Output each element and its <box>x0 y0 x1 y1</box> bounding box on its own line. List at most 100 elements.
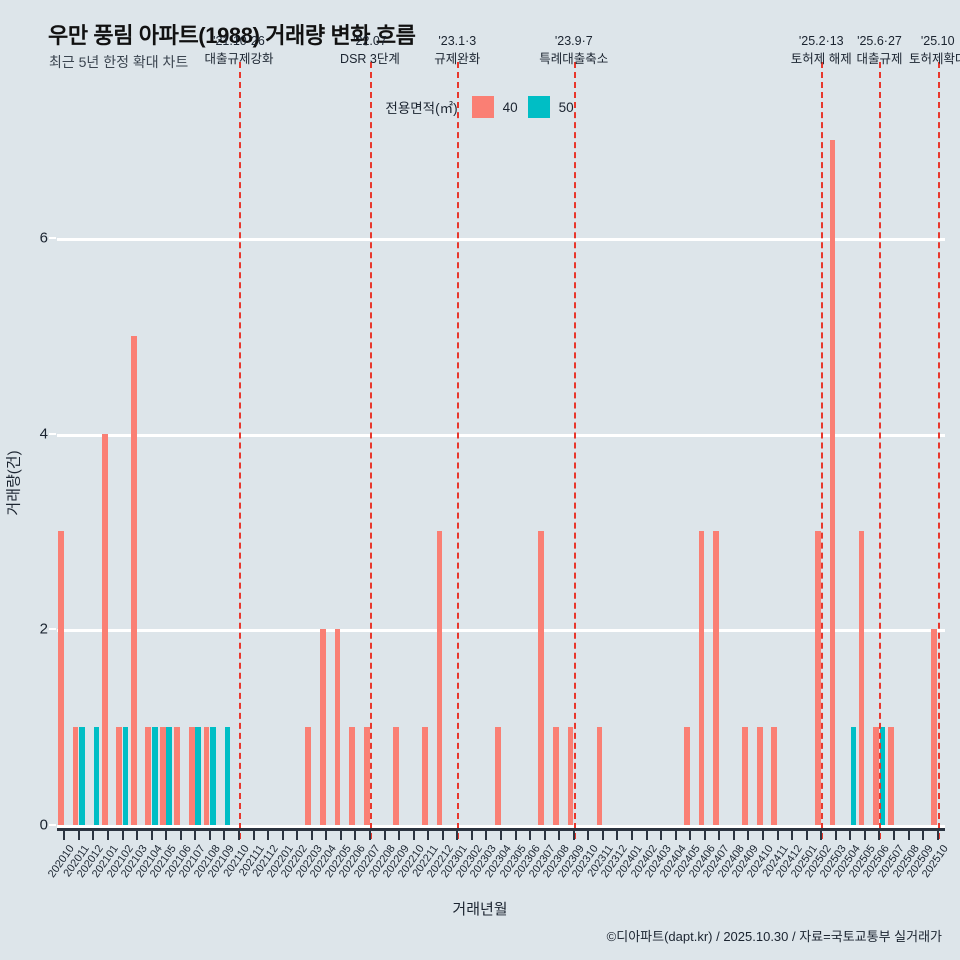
bar-202506-40 <box>873 727 880 825</box>
x-tick-mark <box>718 828 721 840</box>
bar-202203-40 <box>305 727 312 825</box>
x-tick-mark <box>732 828 735 840</box>
x-tick-mark <box>354 828 357 840</box>
legend-swatch-40 <box>471 96 494 118</box>
x-tick-mark <box>936 828 939 840</box>
x-tick-mark <box>805 828 808 840</box>
legend-swatch-50 <box>527 96 550 118</box>
gridline <box>57 629 945 633</box>
x-tick-mark <box>310 828 313 840</box>
x-tick-mark <box>383 828 386 840</box>
event-label-202110: '21.10·26 대출규제강화 <box>204 32 273 68</box>
x-tick-mark <box>674 828 677 840</box>
chart-legend: 전용면적(㎡) 40 50 <box>0 96 960 118</box>
x-tick-mark <box>339 828 342 840</box>
y-tick-label: 6 <box>39 229 48 247</box>
bar-202107-40 <box>189 727 195 825</box>
x-tick-mark <box>398 828 401 840</box>
event-date: '25.6·27 <box>857 34 902 48</box>
gridline <box>57 237 945 241</box>
bar-202406-40 <box>698 531 705 825</box>
x-tick-mark <box>456 828 459 840</box>
bar-202204-40 <box>320 629 326 825</box>
bar-202411-40 <box>771 727 778 825</box>
x-tick-mark <box>791 828 794 840</box>
bar-202108-40 <box>203 727 210 825</box>
gridline <box>57 433 945 437</box>
legend-label-50: 50 <box>558 99 574 115</box>
plot-area: 거래량(건) 0 2 4 6'21.10·26 대출규제강화 '22.07 DSR 3단계 '… <box>6 34 960 839</box>
x-tick-mark <box>106 828 109 840</box>
page-subtitle: 최근 5년 한정 확대 차트 <box>49 54 189 70</box>
x-tick-mark <box>893 828 896 840</box>
event-label-202502: '25.2·13 토허제 해제 <box>791 32 852 68</box>
bar-202102-50 <box>122 727 129 825</box>
event-label-202301: '23.1·3 규제완화 <box>434 32 480 68</box>
x-tick-mark <box>179 828 182 840</box>
y-tick-mark <box>49 236 56 239</box>
event-line-202301 <box>457 62 460 839</box>
bar-202410-40 <box>756 727 763 825</box>
x-tick-mark <box>645 828 648 840</box>
bar-202507-40 <box>887 727 894 825</box>
x-tick-mark <box>368 828 371 840</box>
x-tick-mark <box>150 828 153 840</box>
x-axis: 202010 202011 202012 202101 202102 202103 2021… <box>46 828 951 880</box>
x-tick-mark <box>194 828 197 840</box>
x-tick-mark <box>223 828 226 840</box>
y-tick-label: 0 <box>39 816 48 834</box>
x-tick-mark <box>922 828 925 840</box>
bar-202304-40 <box>494 727 501 825</box>
x-tick-mark <box>834 828 837 840</box>
bar-202107-50 <box>195 727 202 825</box>
x-tick-mark <box>470 828 473 840</box>
x-tick-mark <box>514 828 517 840</box>
bar-202011-50 <box>78 727 85 825</box>
bar-202510-40 <box>931 629 938 825</box>
bar-202102-40 <box>116 727 123 825</box>
event-line-202510 <box>937 62 940 839</box>
x-tick-mark <box>427 828 430 840</box>
bar-202212-40 <box>436 531 443 825</box>
bar-202105-40 <box>159 727 166 825</box>
x-tick-mark <box>762 828 765 840</box>
x-tick-mark <box>500 828 502 840</box>
x-tick-mark <box>252 828 255 840</box>
event-line-202502 <box>821 62 824 839</box>
event-name: 대출규제강화 <box>204 52 274 67</box>
x-tick-mark <box>776 828 779 840</box>
event-name: 토허제확대 <box>908 52 960 67</box>
bar-202109-50 <box>224 727 231 825</box>
bar-202103-40 <box>130 335 137 825</box>
bar-202104-40 <box>145 727 152 825</box>
event-line-202309 <box>573 62 576 839</box>
y-tick-mark <box>49 628 56 631</box>
event-label-202506: '25.6·27 대출규제 <box>856 32 902 68</box>
event-date: '22.07 <box>353 34 387 48</box>
x-tick-mark <box>121 828 124 840</box>
bar-202101-40 <box>101 433 108 825</box>
x-tick-mark <box>558 828 561 840</box>
bar-202308-40 <box>552 727 559 825</box>
event-line-202110 <box>238 62 241 839</box>
bar-202207-40 <box>363 727 370 825</box>
x-axis-label: 거래년월 <box>452 901 508 918</box>
event-line-202506 <box>879 62 882 839</box>
x-tick-mark <box>208 828 211 840</box>
bar-202502-40 <box>815 531 821 825</box>
x-tick-mark <box>587 828 590 840</box>
bar-202503-40 <box>829 140 836 825</box>
footer-credit: ©디아파트(dapt.kr) / 2025.10.30 / 자료=국토교통부 실… <box>606 929 942 944</box>
x-tick-mark <box>325 828 328 840</box>
bar-202307-40 <box>538 531 545 825</box>
x-tick-mark <box>616 828 619 840</box>
bar-202504-50 <box>850 727 857 825</box>
bar-202506-50 <box>879 727 886 825</box>
x-tick-mark <box>878 828 881 840</box>
x-tick-mark <box>165 828 168 840</box>
x-tick-mark <box>485 828 488 840</box>
event-name: 규제완화 <box>434 52 481 67</box>
x-tick-mark <box>92 828 95 840</box>
x-tick-mark <box>572 828 575 840</box>
